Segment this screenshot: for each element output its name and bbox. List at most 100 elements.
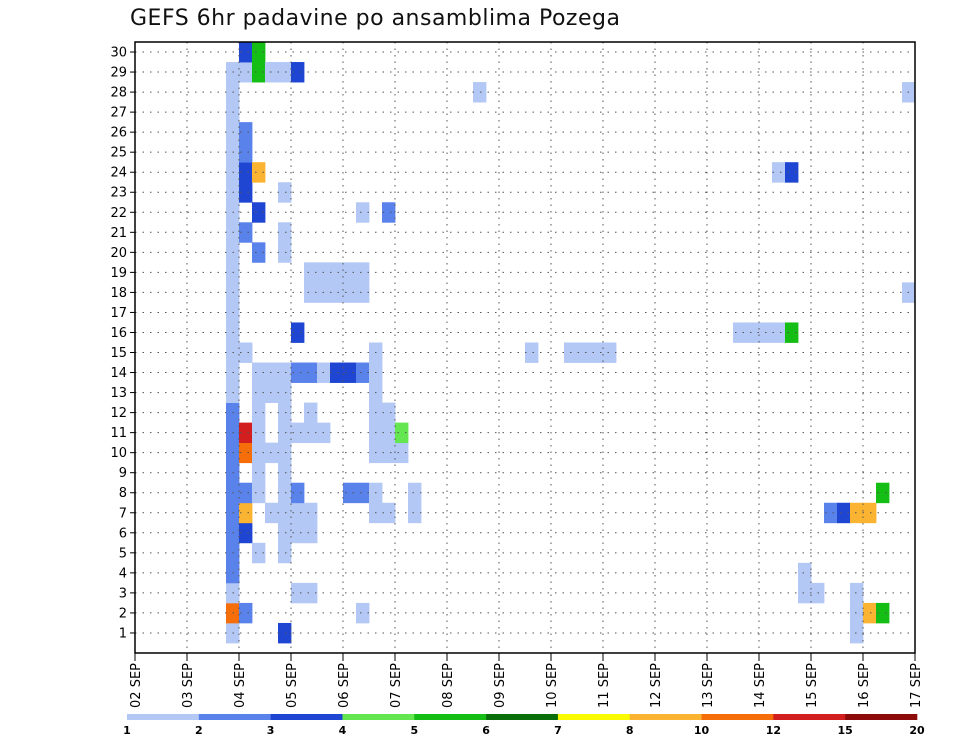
heatmap-cell <box>252 402 266 424</box>
heatmap-cell <box>863 502 877 524</box>
heatmap-cell <box>603 342 617 363</box>
y-tick-label: 25 <box>110 146 127 161</box>
heatmap-cell <box>265 382 279 403</box>
heatmap-cell <box>239 222 253 243</box>
heatmap-cell <box>239 342 253 363</box>
heatmap-cell <box>278 422 292 444</box>
x-tick-label: 07 SEP <box>389 663 404 708</box>
legend-label: 10 <box>694 724 710 737</box>
heatmap-cell <box>785 162 799 183</box>
heatmap-cell <box>798 582 812 604</box>
heatmap-cell <box>291 482 305 504</box>
heatmap-cell <box>356 202 370 223</box>
legend-swatch <box>270 714 343 720</box>
y-axis: 1234567891011121314151617181920212223242… <box>110 46 135 641</box>
legend-label: 12 <box>766 724 781 737</box>
heatmap-cell <box>239 522 253 544</box>
heatmap-cell <box>278 522 292 544</box>
legend-swatch <box>198 714 271 720</box>
heatmap-cell <box>278 402 292 424</box>
x-tick-label: 16 SEP <box>857 663 872 708</box>
heatmap-cell <box>278 542 292 564</box>
heatmap-cell <box>239 62 253 83</box>
heatmap-cell <box>837 502 851 524</box>
legend-label: 6 <box>482 724 490 737</box>
heatmap-cell <box>278 362 292 383</box>
x-tick-label: 11 SEP <box>597 663 612 708</box>
y-tick-label: 21 <box>110 226 127 241</box>
y-tick-label: 6 <box>119 526 127 541</box>
heatmap-cell <box>330 262 344 283</box>
legend-swatch <box>701 714 774 720</box>
y-tick-label: 14 <box>110 366 127 381</box>
legend-label: 3 <box>267 724 275 737</box>
heatmap-cell <box>252 382 266 403</box>
y-tick-label: 3 <box>119 586 127 601</box>
heatmap-cell <box>343 482 357 504</box>
heatmap-cell <box>239 142 253 163</box>
x-tick-label: 15 SEP <box>805 663 820 708</box>
heatmap-cell <box>525 342 539 363</box>
heatmap-cell <box>278 62 292 83</box>
heatmap-cell <box>291 422 305 444</box>
x-axis: 02 SEP 03 SEP 04 SEP 05 SEP 06 SEP 07 SEP 08 S… <box>129 653 924 708</box>
y-tick-label: 19 <box>110 266 127 281</box>
y-tick-label: 1 <box>119 626 127 641</box>
heatmap-cell <box>356 262 370 283</box>
y-tick-label: 27 <box>110 106 127 121</box>
heatmap-cell <box>304 402 318 424</box>
heatmap-cell <box>876 602 890 624</box>
heatmap-cell <box>798 562 812 584</box>
heatmap-cell <box>278 222 292 243</box>
heatmap-cell <box>239 482 253 504</box>
heatmap-cell <box>395 442 409 464</box>
x-tick-label: 08 SEP <box>441 663 456 708</box>
heatmap-cell <box>239 602 253 624</box>
heatmap-cell <box>382 402 396 424</box>
heatmap-cell <box>291 62 305 83</box>
x-tick-label: 10 SEP <box>545 663 560 708</box>
heatmap-cell <box>252 362 266 383</box>
heatmap-cell <box>304 282 318 303</box>
heatmap-cell <box>408 502 422 524</box>
heatmap-cell <box>473 82 487 103</box>
heatmap-cell <box>850 502 864 524</box>
heatmap-cell <box>382 502 396 524</box>
heatmap-cell <box>356 602 370 624</box>
heatmap-cell <box>252 442 266 464</box>
heatmap-cell <box>239 502 253 524</box>
grid-layer <box>135 42 915 653</box>
y-tick-label: 9 <box>119 466 127 481</box>
heatmap-cell <box>850 622 864 644</box>
heatmap-cell <box>278 482 292 504</box>
heatmap-cell <box>291 322 305 343</box>
plot-frame <box>134 41 916 654</box>
heatmap-cell <box>291 522 305 544</box>
x-tick-label: 17 SEP <box>909 663 924 708</box>
y-tick-label: 7 <box>119 506 127 521</box>
y-tick-label: 20 <box>110 246 127 261</box>
x-tick-label: 03 SEP <box>181 663 196 708</box>
y-tick-label: 28 <box>110 86 127 101</box>
heatmap-cell <box>304 582 318 604</box>
y-tick-label: 30 <box>110 46 127 61</box>
y-tick-label: 11 <box>110 426 127 441</box>
heatmap-cell <box>850 602 864 624</box>
legend-label: 4 <box>339 724 347 737</box>
heatmap-cell <box>330 362 344 383</box>
y-tick-label: 12 <box>110 406 127 421</box>
legend: 1 2 3 4 5 6 7 8 10 12 15 20 <box>123 714 925 737</box>
heatmap-cell <box>356 282 370 303</box>
legend-label: 15 <box>838 724 853 737</box>
y-tick-label: 22 <box>110 206 127 221</box>
x-tick-label: 13 SEP <box>701 663 716 708</box>
x-tick-label: 04 SEP <box>233 663 248 708</box>
x-tick-label: 02 SEP <box>129 663 144 708</box>
x-tick-label: 06 SEP <box>337 663 352 708</box>
heatmap-cell <box>304 422 318 444</box>
heatmap-cell <box>239 442 253 464</box>
legend-label: 5 <box>410 724 418 737</box>
legend-swatch <box>557 714 631 720</box>
heatmap-cell <box>343 362 357 383</box>
heatmap-cell <box>772 162 786 183</box>
